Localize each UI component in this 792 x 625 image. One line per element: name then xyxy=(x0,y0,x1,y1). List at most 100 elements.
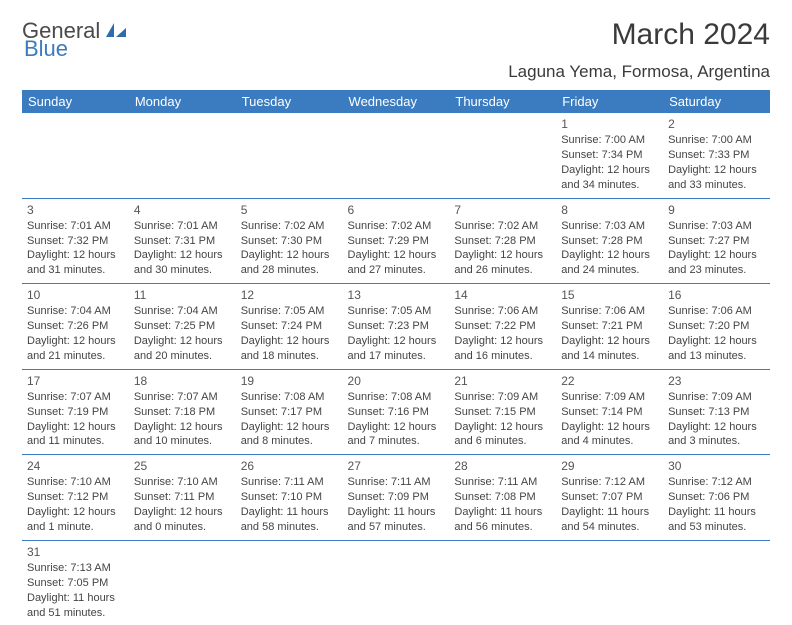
daylight-text: Daylight: 11 hours and 51 minutes. xyxy=(27,591,124,621)
calendar-cell xyxy=(449,540,556,625)
daylight-text: Daylight: 12 hours and 24 minutes. xyxy=(561,248,658,278)
calendar-cell xyxy=(343,113,450,198)
calendar-cell xyxy=(556,540,663,625)
sunset-text: Sunset: 7:13 PM xyxy=(668,405,765,420)
sunset-text: Sunset: 7:22 PM xyxy=(454,319,551,334)
daylight-text: Daylight: 12 hours and 1 minute. xyxy=(27,505,124,535)
sunset-text: Sunset: 7:12 PM xyxy=(27,490,124,505)
day-number: 4 xyxy=(134,202,231,218)
calendar-cell: 7Sunrise: 7:02 AMSunset: 7:28 PMDaylight… xyxy=(449,198,556,284)
sunrise-text: Sunrise: 7:12 AM xyxy=(668,475,765,490)
calendar-cell: 10Sunrise: 7:04 AMSunset: 7:26 PMDayligh… xyxy=(22,284,129,370)
sunrise-text: Sunrise: 7:02 AM xyxy=(241,219,338,234)
day-number: 27 xyxy=(348,458,445,474)
col-thu: Thursday xyxy=(449,90,556,113)
daylight-text: Daylight: 11 hours and 56 minutes. xyxy=(454,505,551,535)
sunrise-text: Sunrise: 7:10 AM xyxy=(27,475,124,490)
logo-text-2: Blue xyxy=(24,36,68,61)
sunrise-text: Sunrise: 7:09 AM xyxy=(561,390,658,405)
sunset-text: Sunset: 7:29 PM xyxy=(348,234,445,249)
sunset-text: Sunset: 7:30 PM xyxy=(241,234,338,249)
calendar-row: 1Sunrise: 7:00 AMSunset: 7:34 PMDaylight… xyxy=(22,113,770,198)
sunrise-text: Sunrise: 7:01 AM xyxy=(134,219,231,234)
sunset-text: Sunset: 7:23 PM xyxy=(348,319,445,334)
calendar-cell: 12Sunrise: 7:05 AMSunset: 7:24 PMDayligh… xyxy=(236,284,343,370)
location-text: Laguna Yema, Formosa, Argentina xyxy=(22,62,770,82)
day-number: 2 xyxy=(668,116,765,132)
daylight-text: Daylight: 12 hours and 11 minutes. xyxy=(27,420,124,450)
calendar-cell: 28Sunrise: 7:11 AMSunset: 7:08 PMDayligh… xyxy=(449,455,556,541)
sunrise-text: Sunrise: 7:11 AM xyxy=(348,475,445,490)
day-number: 14 xyxy=(454,287,551,303)
day-number: 9 xyxy=(668,202,765,218)
day-number: 8 xyxy=(561,202,658,218)
calendar-cell xyxy=(236,540,343,625)
day-number: 30 xyxy=(668,458,765,474)
calendar-cell: 9Sunrise: 7:03 AMSunset: 7:27 PMDaylight… xyxy=(663,198,770,284)
sunrise-text: Sunrise: 7:03 AM xyxy=(668,219,765,234)
daylight-text: Daylight: 12 hours and 20 minutes. xyxy=(134,334,231,364)
sunrise-text: Sunrise: 7:08 AM xyxy=(348,390,445,405)
daylight-text: Daylight: 11 hours and 57 minutes. xyxy=(348,505,445,535)
sunset-text: Sunset: 7:18 PM xyxy=(134,405,231,420)
calendar-cell: 17Sunrise: 7:07 AMSunset: 7:19 PMDayligh… xyxy=(22,369,129,455)
sunrise-text: Sunrise: 7:06 AM xyxy=(454,304,551,319)
day-number: 24 xyxy=(27,458,124,474)
col-tue: Tuesday xyxy=(236,90,343,113)
sunrise-text: Sunrise: 7:06 AM xyxy=(561,304,658,319)
calendar-cell: 1Sunrise: 7:00 AMSunset: 7:34 PMDaylight… xyxy=(556,113,663,198)
daylight-text: Daylight: 12 hours and 30 minutes. xyxy=(134,248,231,278)
sunset-text: Sunset: 7:08 PM xyxy=(454,490,551,505)
calendar-cell: 23Sunrise: 7:09 AMSunset: 7:13 PMDayligh… xyxy=(663,369,770,455)
sunrise-text: Sunrise: 7:05 AM xyxy=(241,304,338,319)
calendar-cell: 16Sunrise: 7:06 AMSunset: 7:20 PMDayligh… xyxy=(663,284,770,370)
day-number: 5 xyxy=(241,202,338,218)
daylight-text: Daylight: 12 hours and 7 minutes. xyxy=(348,420,445,450)
daylight-text: Daylight: 12 hours and 0 minutes. xyxy=(134,505,231,535)
sunset-text: Sunset: 7:17 PM xyxy=(241,405,338,420)
sunrise-text: Sunrise: 7:03 AM xyxy=(561,219,658,234)
day-number: 23 xyxy=(668,373,765,389)
col-mon: Monday xyxy=(129,90,236,113)
sunrise-text: Sunrise: 7:07 AM xyxy=(27,390,124,405)
sunrise-text: Sunrise: 7:12 AM xyxy=(561,475,658,490)
calendar-cell xyxy=(22,113,129,198)
day-number: 7 xyxy=(454,202,551,218)
sunrise-text: Sunrise: 7:01 AM xyxy=(27,219,124,234)
day-number: 31 xyxy=(27,544,124,560)
col-fri: Friday xyxy=(556,90,663,113)
daylight-text: Daylight: 12 hours and 8 minutes. xyxy=(241,420,338,450)
daylight-text: Daylight: 12 hours and 13 minutes. xyxy=(668,334,765,364)
calendar-row: 3Sunrise: 7:01 AMSunset: 7:32 PMDaylight… xyxy=(22,198,770,284)
day-number: 6 xyxy=(348,202,445,218)
calendar-cell: 20Sunrise: 7:08 AMSunset: 7:16 PMDayligh… xyxy=(343,369,450,455)
calendar-cell: 15Sunrise: 7:06 AMSunset: 7:21 PMDayligh… xyxy=(556,284,663,370)
calendar-cell: 26Sunrise: 7:11 AMSunset: 7:10 PMDayligh… xyxy=(236,455,343,541)
calendar-cell: 6Sunrise: 7:02 AMSunset: 7:29 PMDaylight… xyxy=(343,198,450,284)
sunrise-text: Sunrise: 7:09 AM xyxy=(668,390,765,405)
sunset-text: Sunset: 7:34 PM xyxy=(561,148,658,163)
sunrise-text: Sunrise: 7:13 AM xyxy=(27,561,124,576)
sunset-text: Sunset: 7:19 PM xyxy=(27,405,124,420)
day-number: 28 xyxy=(454,458,551,474)
sail-icon xyxy=(104,19,128,45)
daylight-text: Daylight: 12 hours and 31 minutes. xyxy=(27,248,124,278)
calendar-cell: 5Sunrise: 7:02 AMSunset: 7:30 PMDaylight… xyxy=(236,198,343,284)
sunrise-text: Sunrise: 7:08 AM xyxy=(241,390,338,405)
calendar-cell: 19Sunrise: 7:08 AMSunset: 7:17 PMDayligh… xyxy=(236,369,343,455)
calendar-cell: 30Sunrise: 7:12 AMSunset: 7:06 PMDayligh… xyxy=(663,455,770,541)
daylight-text: Daylight: 12 hours and 21 minutes. xyxy=(27,334,124,364)
day-number: 19 xyxy=(241,373,338,389)
day-number: 29 xyxy=(561,458,658,474)
daylight-text: Daylight: 12 hours and 16 minutes. xyxy=(454,334,551,364)
sunrise-text: Sunrise: 7:11 AM xyxy=(454,475,551,490)
sunset-text: Sunset: 7:16 PM xyxy=(348,405,445,420)
calendar-cell: 13Sunrise: 7:05 AMSunset: 7:23 PMDayligh… xyxy=(343,284,450,370)
sunset-text: Sunset: 7:21 PM xyxy=(561,319,658,334)
day-number: 20 xyxy=(348,373,445,389)
page-title: March 2024 xyxy=(612,18,770,52)
sunrise-text: Sunrise: 7:04 AM xyxy=(134,304,231,319)
calendar-cell: 4Sunrise: 7:01 AMSunset: 7:31 PMDaylight… xyxy=(129,198,236,284)
day-number: 25 xyxy=(134,458,231,474)
day-number: 22 xyxy=(561,373,658,389)
